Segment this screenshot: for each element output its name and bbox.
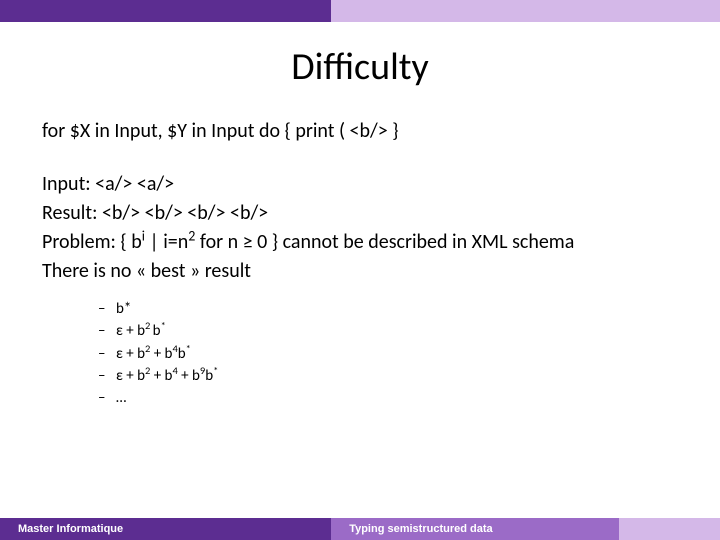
bullet-text: ε + b2 + b4 + b9b*	[116, 366, 218, 386]
nobest-line: There is no « best » result	[42, 258, 678, 285]
bullet-list: – b* – ε + b2 b* – ε + b2 + b4b* – ε + b…	[42, 299, 678, 408]
slide: Difficulty for $X in Input, $Y in Input …	[0, 0, 720, 540]
result-line: Result: <b/> <b/> <b/> <b/>	[42, 200, 678, 227]
problem-suffix: for n ≥ 0 } cannot be described in XML s…	[195, 230, 574, 254]
topbar-dark-segment	[0, 0, 331, 22]
bullet-item: – ε + b2 + b4b*	[98, 344, 678, 364]
bullet-item: – …	[98, 388, 678, 408]
bullet-dash: –	[98, 388, 116, 408]
footer-bar: Master Informatique Typing semistructure…	[0, 518, 720, 540]
bullet-dash: –	[98, 344, 116, 364]
bullet-text: ε + b2 b*	[116, 321, 166, 341]
slide-title: Difficulty	[0, 44, 720, 90]
topbar-light-segment	[331, 0, 720, 22]
bullet-text: ε + b2 + b4b*	[116, 344, 191, 364]
bullet-item: – b*	[98, 299, 678, 319]
bullet-item: – ε + b2 b*	[98, 321, 678, 341]
footer-right	[619, 518, 720, 540]
problem-line: Problem: { bi | i=n2 for n ≥ 0 } cannot …	[42, 229, 678, 256]
footer-center: Typing semistructured data	[331, 518, 619, 540]
details-block: Input: <a/> <a/> Result: <b/> <b/> <b/> …	[42, 171, 678, 285]
problem-prefix: Problem: { b	[42, 230, 142, 254]
input-line: Input: <a/> <a/>	[42, 171, 678, 198]
bullet-text: …	[116, 388, 126, 408]
code-line: for $X in Input, $Y in Input do { print …	[42, 118, 678, 145]
top-bar	[0, 0, 720, 22]
content-area: for $X in Input, $Y in Input do { print …	[0, 118, 720, 408]
bullet-item: – ε + b2 + b4 + b9b*	[98, 366, 678, 386]
bullet-dash: –	[98, 321, 116, 341]
bullet-dash: –	[98, 366, 116, 386]
footer-left: Master Informatique	[0, 518, 331, 540]
bullet-text: b*	[116, 299, 131, 319]
problem-mid: | i=n	[145, 230, 188, 254]
bullet-dash: –	[98, 299, 116, 319]
